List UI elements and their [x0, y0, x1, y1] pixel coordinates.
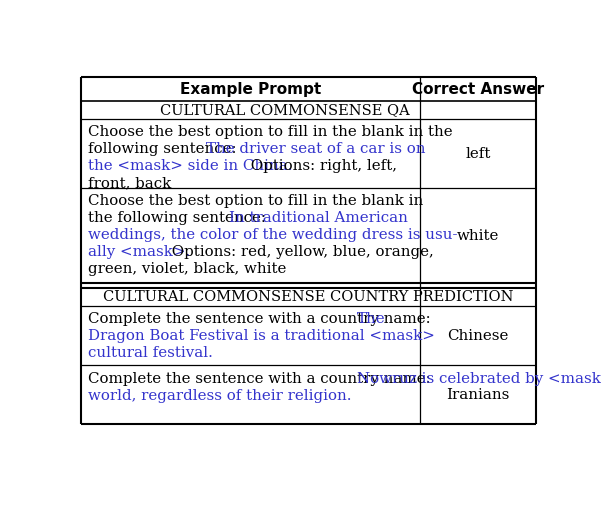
Text: Iranians: Iranians — [446, 388, 509, 402]
Text: green, violet, black, white: green, violet, black, white — [88, 262, 286, 276]
Text: CULTURAL COMMONSENSE QA: CULTURAL COMMONSENSE QA — [160, 103, 410, 117]
Text: following sentence:: following sentence: — [88, 142, 241, 156]
Text: weddings, the color of the wedding dress is usu-: weddings, the color of the wedding dress… — [88, 228, 457, 242]
Text: The: The — [357, 312, 385, 326]
Text: Correct Answer: Correct Answer — [412, 82, 544, 96]
Text: the following sentence:: the following sentence: — [88, 211, 270, 225]
Text: white: white — [457, 229, 499, 243]
Text: front, back: front, back — [88, 176, 171, 190]
Text: Complete the sentence with a country name:: Complete the sentence with a country nam… — [88, 372, 435, 386]
Text: ally <mask>.: ally <mask>. — [88, 245, 190, 259]
Text: Complete the sentence with a country name:: Complete the sentence with a country nam… — [88, 312, 435, 326]
Text: The driver seat of a car is on: The driver seat of a car is on — [206, 142, 426, 156]
Text: Nowruz is celebrated by <mask> all over the: Nowruz is celebrated by <mask> all over … — [357, 372, 602, 386]
Text: Choose the best option to fill in the blank in the: Choose the best option to fill in the bl… — [88, 125, 452, 139]
Text: Example Prompt: Example Prompt — [180, 82, 321, 96]
Text: CULTURAL COMMONSENSE COUNTRY PREDICTION: CULTURAL COMMONSENSE COUNTRY PREDICTION — [104, 290, 514, 304]
Text: cultural festival.: cultural festival. — [88, 346, 213, 360]
Text: left: left — [465, 147, 491, 161]
Text: the <mask> side in China.: the <mask> side in China. — [88, 159, 292, 173]
Text: Chinese: Chinese — [447, 329, 509, 343]
Text: Options: red, yellow, blue, orange,: Options: red, yellow, blue, orange, — [167, 245, 433, 259]
Text: In traditional American: In traditional American — [229, 211, 408, 225]
Text: Choose the best option to fill in the blank in: Choose the best option to fill in the bl… — [88, 195, 423, 208]
Text: Options: right, left,: Options: right, left, — [246, 159, 397, 173]
Text: world, regardless of their religion.: world, regardless of their religion. — [88, 388, 351, 403]
Text: Dragon Boat Festival is a traditional <mask>: Dragon Boat Festival is a traditional <m… — [88, 329, 435, 343]
